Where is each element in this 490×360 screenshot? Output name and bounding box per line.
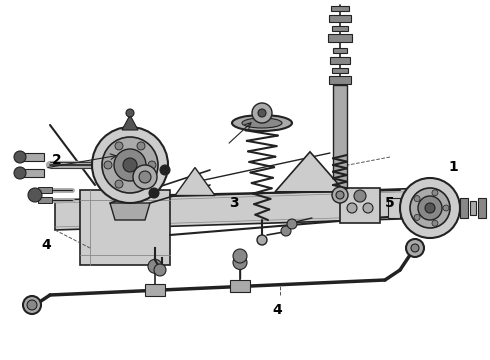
Circle shape (115, 180, 123, 188)
Circle shape (363, 203, 373, 213)
Bar (333, 48, 347, 53)
Bar (329, 14, 351, 22)
Circle shape (14, 167, 26, 179)
Text: 4: 4 (42, 238, 51, 252)
Circle shape (92, 127, 168, 203)
Text: 4: 4 (272, 303, 282, 316)
Bar (145, 284, 165, 296)
Bar (80, 190, 170, 265)
Polygon shape (275, 152, 345, 192)
Bar (340, 188, 380, 223)
Circle shape (123, 158, 137, 172)
Ellipse shape (242, 118, 282, 128)
Circle shape (443, 205, 449, 211)
Bar (478, 198, 486, 218)
Ellipse shape (232, 115, 292, 131)
Polygon shape (122, 115, 138, 130)
Text: 2: 2 (51, 153, 61, 167)
Circle shape (258, 109, 266, 117)
Polygon shape (175, 167, 215, 195)
Circle shape (102, 137, 158, 193)
Circle shape (23, 296, 41, 314)
Circle shape (27, 300, 37, 310)
Circle shape (139, 171, 151, 183)
Bar (333, 85, 347, 195)
Circle shape (347, 203, 357, 213)
Circle shape (406, 239, 424, 257)
Bar (332, 68, 348, 72)
Text: 5: 5 (385, 197, 394, 210)
Circle shape (336, 191, 344, 199)
Circle shape (411, 244, 419, 252)
Circle shape (133, 165, 157, 189)
Circle shape (137, 180, 145, 188)
Circle shape (160, 165, 170, 175)
Bar (329, 76, 351, 84)
Circle shape (281, 226, 291, 236)
Polygon shape (110, 203, 150, 220)
Bar (38, 197, 52, 203)
Bar (330, 57, 350, 63)
Circle shape (410, 188, 450, 228)
Circle shape (233, 256, 247, 270)
Circle shape (104, 161, 112, 169)
Bar (328, 34, 352, 42)
Text: 3: 3 (229, 197, 239, 210)
Bar (38, 187, 52, 193)
Circle shape (354, 190, 366, 202)
Circle shape (425, 203, 435, 213)
Circle shape (252, 103, 272, 123)
Circle shape (148, 259, 162, 273)
Circle shape (257, 235, 267, 245)
Circle shape (332, 187, 348, 203)
Circle shape (233, 249, 247, 263)
Circle shape (149, 188, 159, 198)
Bar (16, 153, 44, 161)
Circle shape (28, 188, 42, 202)
Bar (332, 26, 348, 31)
Circle shape (418, 196, 442, 220)
Text: 1: 1 (448, 161, 458, 174)
Circle shape (400, 178, 460, 238)
Bar (470, 201, 476, 215)
Bar (16, 169, 44, 177)
Circle shape (126, 109, 134, 117)
Bar (388, 198, 400, 218)
Circle shape (114, 149, 146, 181)
Bar (460, 198, 468, 218)
Circle shape (115, 142, 123, 150)
Circle shape (287, 219, 297, 229)
Circle shape (432, 220, 438, 226)
Circle shape (414, 215, 420, 220)
Circle shape (148, 161, 156, 169)
Bar (331, 5, 349, 10)
Circle shape (137, 142, 145, 150)
Circle shape (414, 195, 420, 202)
Circle shape (14, 151, 26, 163)
Polygon shape (55, 188, 430, 230)
Bar (230, 280, 250, 292)
Circle shape (154, 264, 166, 276)
Circle shape (432, 190, 438, 196)
